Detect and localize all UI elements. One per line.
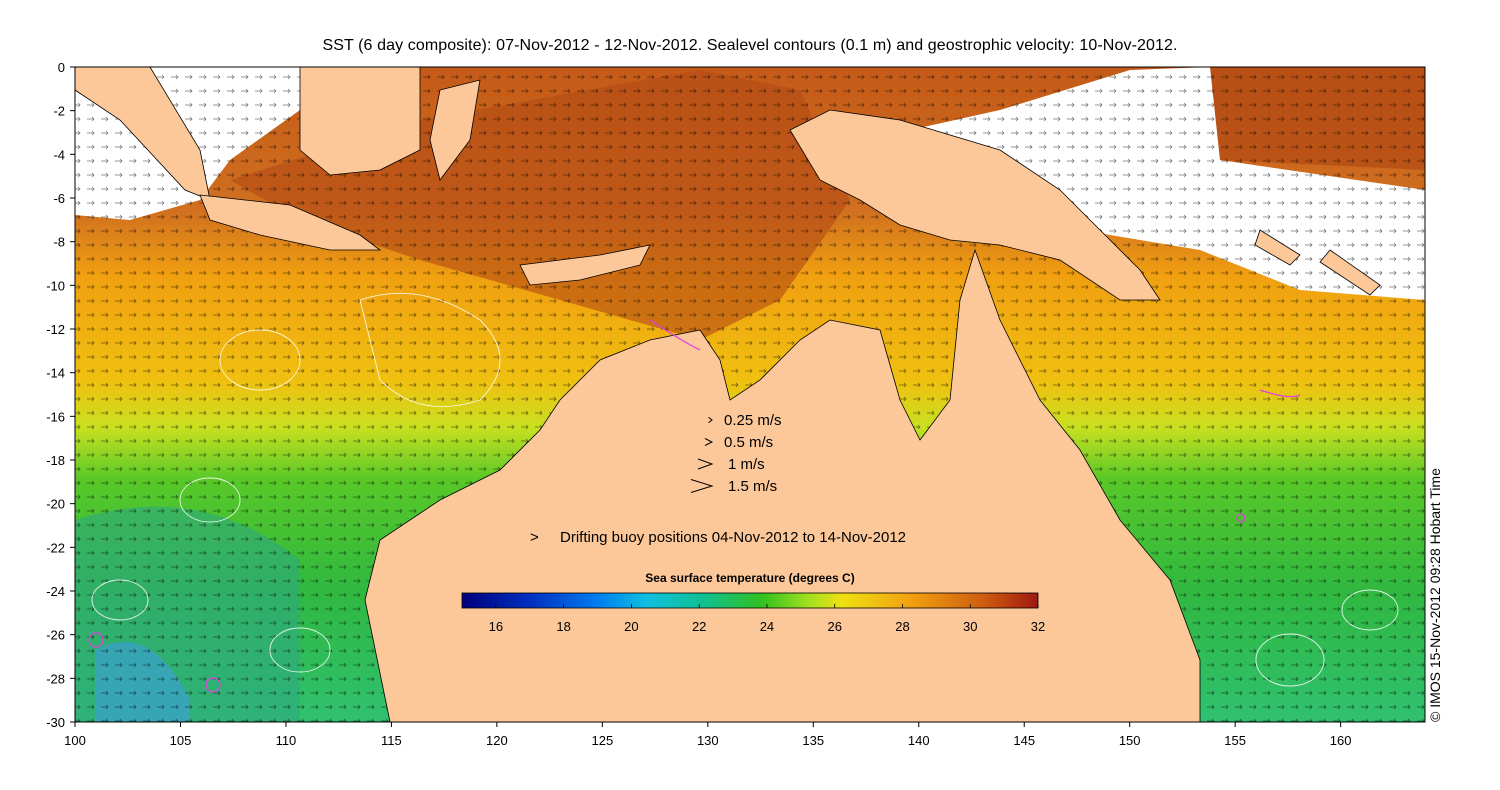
x-tick-label: 145: [1013, 733, 1035, 748]
credit-text: © IMOS 15-Nov-2012 09:28 Hobart Time: [1427, 468, 1443, 722]
y-tick-label: -26: [46, 628, 65, 643]
land-new-guinea: [789, 109, 1161, 301]
colorbar-ticks: 16 18 20 22 24 26 28 30 32: [489, 604, 1045, 634]
colorbar: Sea surface temperature (degrees C) 16 18…: [461, 571, 1045, 634]
y-tick-label: -18: [46, 453, 65, 468]
plot-frame: [74, 66, 1426, 723]
land-timor: [519, 244, 651, 286]
x-axis: 100 105 110 115 120 125 130 135 140 145 150 155 160: [64, 722, 1351, 748]
velocity-arrow: [708, 416, 713, 424]
colorbar-tick-label: 18: [556, 619, 570, 634]
y-tick-label: 0: [58, 60, 65, 75]
map-title: SST (6 day composite): 07-Nov-2012 - 12-…: [322, 37, 1178, 54]
contour-eddy-1: [219, 329, 301, 391]
y-tick-label: -20: [46, 497, 65, 512]
y-axis: 0 -2 -4 -6 -8 -10 -12 -14 -16 -18 -20 -22 -24 -26 -28 -…: [46, 60, 75, 730]
x-tick-label: 155: [1224, 733, 1246, 748]
colorbar-tick-label: 20: [624, 619, 638, 634]
y-tick-label: -14: [46, 366, 65, 381]
y-tick-label: -16: [46, 409, 65, 424]
buoy-legend-label: Drifting buoy positions 04-Nov-2012 to 1…: [560, 529, 906, 546]
y-tick-label: -4: [53, 147, 65, 162]
x-tick-label: 125: [591, 733, 613, 748]
buoy-track-4: [1236, 513, 1246, 523]
y-tick-label: -2: [53, 104, 65, 119]
y-tick-label: -24: [46, 584, 65, 599]
contour-eddy-3: [91, 579, 149, 621]
x-tick-label: 150: [1119, 733, 1141, 748]
contour-eddy-6: [1341, 589, 1399, 631]
velocity-label: 0.5 m/s: [724, 434, 773, 451]
y-tick-label: -8: [53, 235, 65, 250]
x-tick-label: 160: [1330, 733, 1352, 748]
contour-eddy-2: [179, 477, 241, 523]
contour-eddy-4: [269, 627, 331, 673]
land-borneo: [299, 66, 421, 176]
y-tick-label: -30: [46, 715, 65, 730]
buoy-track-2: [205, 677, 221, 693]
velocity-arrow: [697, 458, 714, 470]
colorbar-title: Sea surface temperature (degrees C): [645, 571, 854, 585]
colorbar-tick-label: 28: [895, 619, 909, 634]
velocity-arrow: [704, 438, 714, 446]
buoy-legend-symbol: >: [530, 529, 539, 546]
velocity-arrow: [690, 479, 714, 493]
x-tick-label: 105: [170, 733, 192, 748]
x-tick-label: 115: [381, 733, 402, 748]
x-tick-label: 120: [486, 733, 508, 748]
colorbar-tick-label: 30: [963, 619, 977, 634]
land-solomons-east: [1319, 249, 1381, 296]
colorbar-tick-label: 32: [1031, 619, 1045, 634]
x-tick-label: 135: [802, 733, 824, 748]
velocity-label: 1.5 m/s: [728, 478, 777, 495]
sealevel-contours: [91, 292, 1399, 687]
velocity-label: 1 m/s: [728, 456, 765, 473]
velocity-label: 0.25 m/s: [724, 412, 782, 429]
colorbar-tick-label: 22: [692, 619, 706, 634]
contour-eddy-5: [1255, 633, 1325, 687]
buoy-legend: > Drifting buoy positions 04-Nov-2012 to…: [530, 529, 906, 546]
land-sumatra: [74, 66, 211, 201]
colorbar-tick-label: 26: [827, 619, 841, 634]
land-solomons: [1254, 229, 1301, 266]
x-tick-label: 130: [697, 733, 719, 748]
x-tick-label: 110: [276, 733, 297, 748]
land-java: [199, 194, 382, 251]
colorbar-tick-label: 16: [489, 619, 503, 634]
land-sulawesi: [429, 79, 481, 181]
x-tick-label: 100: [64, 733, 86, 748]
buoy-track-3: [649, 319, 701, 351]
buoy-track-5: [1259, 389, 1301, 398]
y-tick-label: -10: [46, 278, 65, 293]
velocity-legend: 0.25 m/s 0.5 m/s 1 m/s 1.5 m/s: [690, 412, 782, 495]
buoy-track-1: [88, 632, 104, 648]
colorbar-gradient: [461, 592, 1039, 609]
buoy-tracks: [88, 319, 1301, 693]
plot-area: [74, 66, 1426, 723]
y-tick-label: -12: [46, 322, 65, 337]
contour-ridge: [359, 292, 501, 408]
y-tick-label: -6: [53, 191, 65, 206]
x-tick-label: 140: [908, 733, 930, 748]
y-tick-label: -28: [46, 671, 65, 686]
y-tick-label: -22: [46, 540, 65, 555]
colorbar-tick-label: 24: [760, 619, 774, 634]
